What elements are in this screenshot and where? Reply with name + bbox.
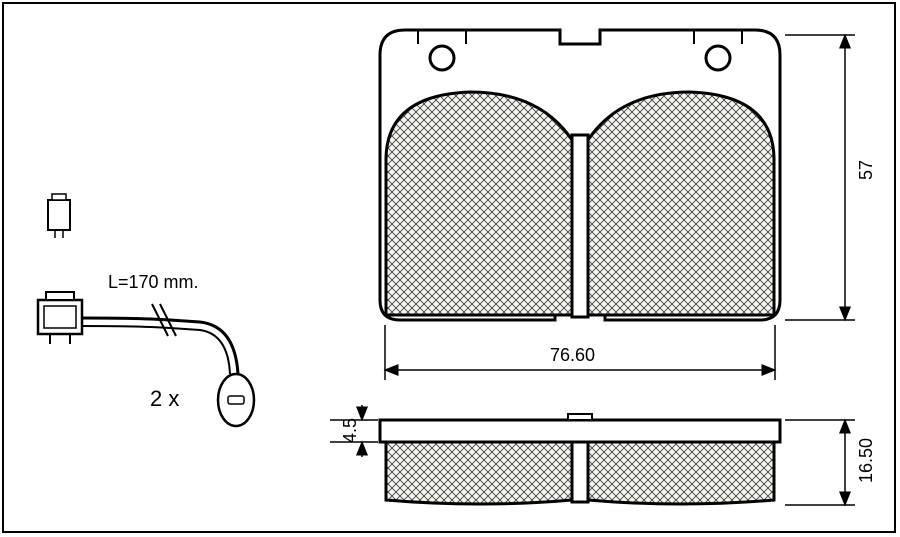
dim-width-label: 76.60	[550, 345, 595, 366]
dim-height-1650	[785, 420, 855, 505]
wire-length-label: L=170 mm.	[108, 272, 199, 293]
qty-label: 2 x	[150, 386, 179, 412]
wear-sensor	[38, 194, 254, 426]
dim-57-label: 57	[856, 160, 877, 180]
dim-1650-label: 16.50	[856, 438, 877, 483]
dim-45-label: 4.5	[340, 418, 361, 443]
technical-drawing	[0, 0, 900, 537]
dim-height-57	[785, 35, 855, 320]
top-pad	[380, 30, 780, 320]
bottom-pad	[380, 414, 780, 504]
